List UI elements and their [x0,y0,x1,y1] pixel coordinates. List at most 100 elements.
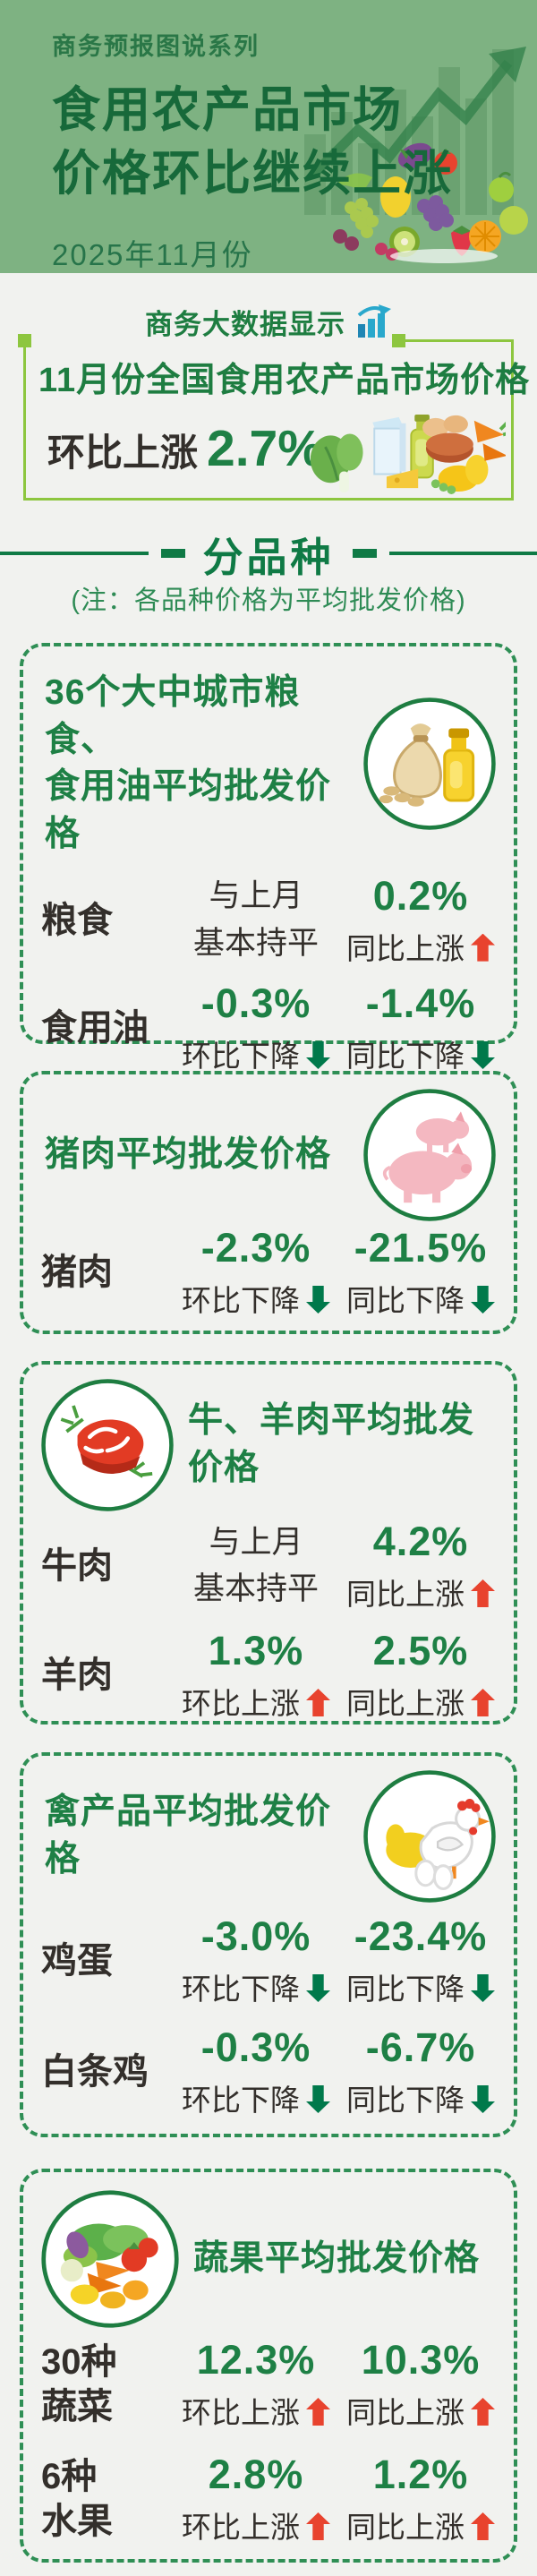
mom-value: 2.8% [208,2452,304,2497]
mom-value: 1.3% [208,1628,304,1673]
yoy-value: -23.4% [354,1913,488,1959]
row-grain: 粮食 与上月 基本持平 0.2% 同比上涨 [23,873,514,968]
mom-value: -3.0% [200,1913,311,1959]
header-banner: 商务预报图说系列 食用农产品市场 价格环比继续上涨 2025年11月份 [0,0,537,273]
up-arrow-icon [471,2512,495,2540]
mom-cell: 2.8% 环比上涨 [174,2452,338,2546]
yoy-cell: 2.5% 同比上涨 [338,1628,503,1723]
mom-cell: -2.3% 环比下降 [174,1225,338,1320]
yoy-value: 2.5% [372,1628,469,1673]
down-arrow-icon [471,1286,495,1314]
card-poultry: 禽产品平均批发价格 鸡蛋 -3.0% 环比下降 -2 [20,1752,517,2137]
divider-line [388,552,537,555]
mom-cell: 与上月 基本持平 [192,878,319,961]
down-arrow-icon [471,1041,495,1069]
row-lamb: 羊肉 1.3% 环比上涨 2.5% 同比上涨 [23,1628,514,1723]
yoy-cell: -21.5% 同比下降 [338,1225,503,1320]
row-label: 粮食 [41,900,113,940]
yoy-cell: -1.4% 同比下降 [338,980,503,1075]
page-title: 食用农产品市场 价格环比继续上涨 [52,79,453,207]
card-pork-title: 猪肉平均批发价格 [45,1134,332,1174]
beef-steak-icon [41,1379,174,1511]
yoy-cell: -6.7% 同比下降 [338,2024,503,2119]
up-arrow-icon [471,1579,495,1607]
yoy-label: 同比上涨 [346,1687,465,1720]
row-label: 猪肉 [41,1253,113,1292]
row-label: 30种 [41,2342,117,2382]
divider-dash [352,549,377,558]
card-pork-head: 猪肉平均批发价格 [23,1074,514,1223]
series-label: 商务预报图说系列 [52,33,260,60]
page-title-line2: 价格环比继续上涨 [52,147,453,201]
yoy-value: 1.2% [372,2452,469,2497]
card-beef-lamb: 牛、羊肉平均批发价格 牛肉 与上月 基本持平 4.2% 同比上涨 羊肉 1.3%… [20,1361,517,1724]
section-title: 分品种 [202,534,335,580]
row-label: 白条鸡 [41,2052,149,2092]
yoy-cell: 4.2% 同比上涨 [338,1519,503,1613]
mom-label: 环比下降 [182,1039,300,1073]
mom-cell: 1.3% 环比上涨 [174,1628,338,1723]
section-note: (注：各品种价格为平均批发价格) [71,586,466,615]
row-fruits: 6种 水果 2.8% 环比上涨 1.2% 同比上涨 [23,2452,514,2546]
row-label: 羊肉 [41,1656,113,1695]
card-produce-head: 蔬果平均批发价格 [23,2172,514,2330]
mom-cell: 12.3% 环比上涨 [174,2337,338,2432]
yoy-value: 4.2% [372,1519,469,1564]
yoy-label: 同比下降 [346,1039,465,1073]
row-beef: 牛肉 与上月 基本持平 4.2% 同比上涨 [23,1519,514,1613]
mom-label: 环比下降 [182,1973,300,2006]
row-label: 鸡蛋 [41,1941,113,1981]
card-produce-title: 蔬果平均批发价格 [193,2238,481,2278]
divider-dash [160,549,185,558]
yoy-cell: 1.2% 同比上涨 [338,2452,503,2546]
card-beef-lamb-head: 牛、羊肉平均批发价格 [23,1365,514,1513]
food-groups-illustration [310,414,506,494]
row-pork: 猪肉 -2.3% 环比下降 -21.5% 同比下降 [23,1225,514,1320]
up-arrow-icon [471,1689,495,1716]
mom-cell: 与上月 基本持平 [192,1524,319,1607]
section-divider: 分品种 [0,531,537,580]
mom-cell: -0.3% 环比下降 [174,980,338,1075]
hen-and-eggs-icon [363,1770,496,1903]
card-grain-oil-head: 36个大中城市粮食、 食用油平均批发价格 [23,646,514,859]
row-whole-chicken: 白条鸡 -0.3% 环比下降 -6.7% 同比下降 [23,2024,514,2119]
card-poultry-title: 禽产品平均批发价格 [45,1793,332,1879]
down-arrow-icon [306,1041,330,1069]
mom-label: 环比上涨 [182,1687,300,1720]
summary-headline: 11月份全国食用农产品市场价格 [38,362,531,399]
mom-value: -0.3% [200,980,311,1026]
mom-value: -2.3% [200,1225,311,1271]
down-arrow-icon [306,1286,330,1314]
card-grain-oil: 36个大中城市粮食、 食用油平均批发价格 粮食 与上月 基本持平 [20,643,517,1073]
row-eggs: 鸡蛋 -3.0% 环比下降 -23.4% 同比下降 [23,1913,514,2008]
row-label: 食用油 [41,1007,149,1048]
up-arrow-icon [306,1689,330,1716]
yoy-value: -21.5% [354,1225,488,1271]
up-arrow-icon [306,2512,330,2540]
pigs-icon [363,1089,496,1221]
yoy-label: 同比下降 [346,1973,465,2006]
card-grain-oil-title: 36个大中城市粮食、 食用油平均批发价格 [45,673,332,853]
mom-cell: -0.3% 环比下降 [174,2024,338,2119]
grain-sack-and-oil-bottle-icon [363,697,496,831]
yoy-label: 同比上涨 [346,1578,465,1611]
yoy-cell: 0.2% 同比上涨 [338,873,503,968]
yoy-label: 同比上涨 [346,2396,465,2429]
summary-box: 11月份全国食用农产品市场价格 环比上涨 2.7% [18,334,531,501]
mom-value: 12.3% [196,2337,316,2383]
card-pork: 猪肉平均批发价格 猪肉 -2.3% 环比下降 [20,1071,517,1334]
yoy-value: 0.2% [372,872,469,919]
box-corner-accent [18,334,31,347]
row-label: 牛肉 [41,1546,113,1586]
yoy-cell: -23.4% 同比下降 [338,1913,503,2008]
up-arrow-icon [471,2398,495,2426]
page-title-line1: 食用农产品市场 [52,83,403,137]
yoy-value: 10.3% [361,2337,481,2383]
down-arrow-icon [306,1974,330,2002]
yoy-label: 同比上涨 [346,2511,465,2544]
down-arrow-icon [306,2085,330,2113]
yoy-label: 同比上涨 [346,931,465,965]
mom-label: 环比下降 [182,1284,300,1317]
divider-line [0,552,149,555]
summary-change-value: 2.7% [207,420,323,477]
